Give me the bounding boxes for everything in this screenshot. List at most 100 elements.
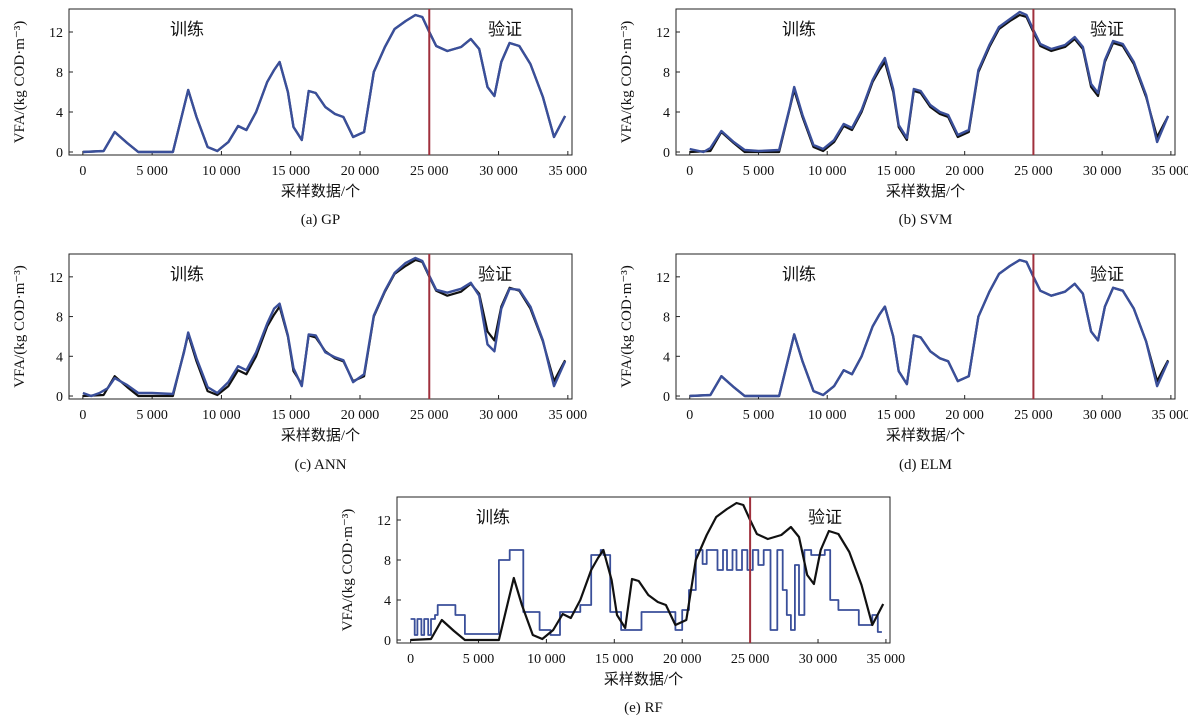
x-tick-label: 25 000 <box>731 652 770 667</box>
y-tick-label: 12 <box>49 26 63 41</box>
predicted-series-line <box>689 258 1170 398</box>
x-tick-label: 20 000 <box>945 164 984 179</box>
x-tick-label: 25 000 <box>1014 408 1053 423</box>
x-tick-label: 35 000 <box>1152 164 1188 179</box>
validation-region-label: 验证 <box>478 265 512 285</box>
x-tick-label: 15 000 <box>877 408 916 423</box>
y-tick-label: 0 <box>384 634 391 649</box>
chart-panel-3: 0 4 8 12 0 5 000 10 000 15 000 20 000 25 000 30 00… <box>12 253 588 473</box>
plot-frame <box>675 253 1176 400</box>
predicted-series-line <box>689 10 1170 154</box>
x-tick-label: 35 000 <box>549 408 588 423</box>
x-tick-label: 35 000 <box>867 652 906 667</box>
training-region-label: 训练 <box>782 265 816 285</box>
plot-frame <box>675 8 1176 156</box>
y-tick-label: 12 <box>656 26 670 41</box>
predicted-series-line <box>82 256 567 398</box>
x-tick-label: 30 000 <box>1083 164 1122 179</box>
x-tick-label: 10 000 <box>202 408 241 423</box>
x-tick-label: 20 000 <box>341 164 380 179</box>
validation-region-label: 验证 <box>1090 265 1124 285</box>
panel-caption: (e) RF <box>624 700 663 716</box>
y-axis-label: VFA/(kg COD·m⁻³) <box>340 509 356 632</box>
y-tick-label: 0 <box>663 146 670 161</box>
training-region-label: 训练 <box>170 265 204 285</box>
x-tick-label: 15 000 <box>877 164 916 179</box>
y-tick-label: 0 <box>663 390 670 405</box>
y-axis-label: VFA/(kg COD·m⁻³) <box>12 21 28 144</box>
y-tick-label: 4 <box>56 350 63 365</box>
plot-frame <box>68 8 573 156</box>
x-tick-label: 5 000 <box>136 408 168 423</box>
x-tick-label: 0 <box>79 408 86 423</box>
y-tick-label: 12 <box>377 514 391 529</box>
x-tick-label: 15 000 <box>271 408 310 423</box>
x-tick-label: 30 000 <box>799 652 838 667</box>
x-tick-label: 5 000 <box>463 652 495 667</box>
y-tick-label: 8 <box>56 311 63 326</box>
actual-series-line <box>410 501 885 642</box>
training-region-label: 训练 <box>782 20 816 40</box>
x-tick-label: 0 <box>686 408 693 423</box>
x-axis-label: 采样数据/个 <box>886 183 965 200</box>
y-tick-label: 0 <box>56 146 63 161</box>
x-tick-label: 15 000 <box>271 164 310 179</box>
chart-panel-5: 0 4 8 12 0 5 000 10 000 15 000 20 000 25 000 30 00… <box>340 496 906 716</box>
x-tick-label: 0 <box>407 652 414 667</box>
x-axis-label: 采样数据/个 <box>604 671 683 688</box>
plot-frame <box>68 253 573 400</box>
x-tick-label: 25 000 <box>410 164 449 179</box>
y-tick-label: 12 <box>656 271 670 286</box>
x-tick-label: 5 000 <box>743 408 775 423</box>
y-tick-label: 4 <box>384 594 391 609</box>
y-tick-label: 8 <box>663 66 670 81</box>
x-tick-label: 10 000 <box>527 652 566 667</box>
predicted-series-line <box>82 13 567 154</box>
x-tick-label: 10 000 <box>808 164 847 179</box>
x-tick-label: 30 000 <box>479 408 518 423</box>
x-tick-label: 30 000 <box>479 164 518 179</box>
validation-region-label: 验证 <box>808 508 842 528</box>
x-axis-label: 采样数据/个 <box>281 183 360 200</box>
x-tick-label: 10 000 <box>808 408 847 423</box>
panel-caption: (c) ANN <box>294 457 346 473</box>
y-axis-label: VFA/(kg COD·m⁻³) <box>12 265 28 388</box>
x-tick-label: 35 000 <box>1152 408 1188 423</box>
validation-region-label: 验证 <box>1090 20 1124 40</box>
x-tick-label: 0 <box>686 164 693 179</box>
chart-panel-2: 0 4 8 12 0 5 000 10 000 15 000 20 000 25 000 30 00… <box>619 8 1188 228</box>
y-tick-label: 8 <box>384 554 391 569</box>
x-tick-label: 20 000 <box>341 408 380 423</box>
x-axis-label: 采样数据/个 <box>886 427 965 444</box>
y-tick-label: 8 <box>663 311 670 326</box>
chart-panel-4: 0 4 8 12 0 5 000 10 000 15 000 20 000 25 000 30 00… <box>619 253 1188 473</box>
chart-panel-1: 0 4 8 12 0 5 000 10 000 15 000 20 000 25 000 30 00… <box>12 8 588 228</box>
panel-caption: (b) SVM <box>899 212 953 228</box>
x-tick-label: 0 <box>79 164 86 179</box>
y-tick-label: 4 <box>663 350 670 365</box>
x-tick-label: 25 000 <box>1014 164 1053 179</box>
x-tick-label: 20 000 <box>945 408 984 423</box>
x-tick-label: 25 000 <box>410 408 449 423</box>
y-tick-label: 4 <box>663 106 670 121</box>
x-tick-label: 5 000 <box>136 164 168 179</box>
x-tick-label: 20 000 <box>663 652 702 667</box>
y-tick-label: 0 <box>56 390 63 405</box>
y-tick-label: 8 <box>56 66 63 81</box>
panel-caption: (d) ELM <box>899 457 952 473</box>
x-tick-label: 15 000 <box>595 652 634 667</box>
x-tick-label: 35 000 <box>549 164 588 179</box>
plot-frame <box>396 496 891 644</box>
x-tick-label: 10 000 <box>202 164 241 179</box>
training-region-label: 训练 <box>476 508 510 528</box>
training-region-label: 训练 <box>170 20 204 40</box>
x-tick-label: 30 000 <box>1083 408 1122 423</box>
y-axis-label: VFA/(kg COD·m⁻³) <box>619 265 635 388</box>
y-tick-label: 4 <box>56 106 63 121</box>
y-axis-label: VFA/(kg COD·m⁻³) <box>619 21 635 144</box>
panel-caption: (a) GP <box>301 212 341 228</box>
y-tick-label: 12 <box>49 271 63 286</box>
x-axis-label: 采样数据/个 <box>281 427 360 444</box>
validation-region-label: 验证 <box>488 20 522 40</box>
